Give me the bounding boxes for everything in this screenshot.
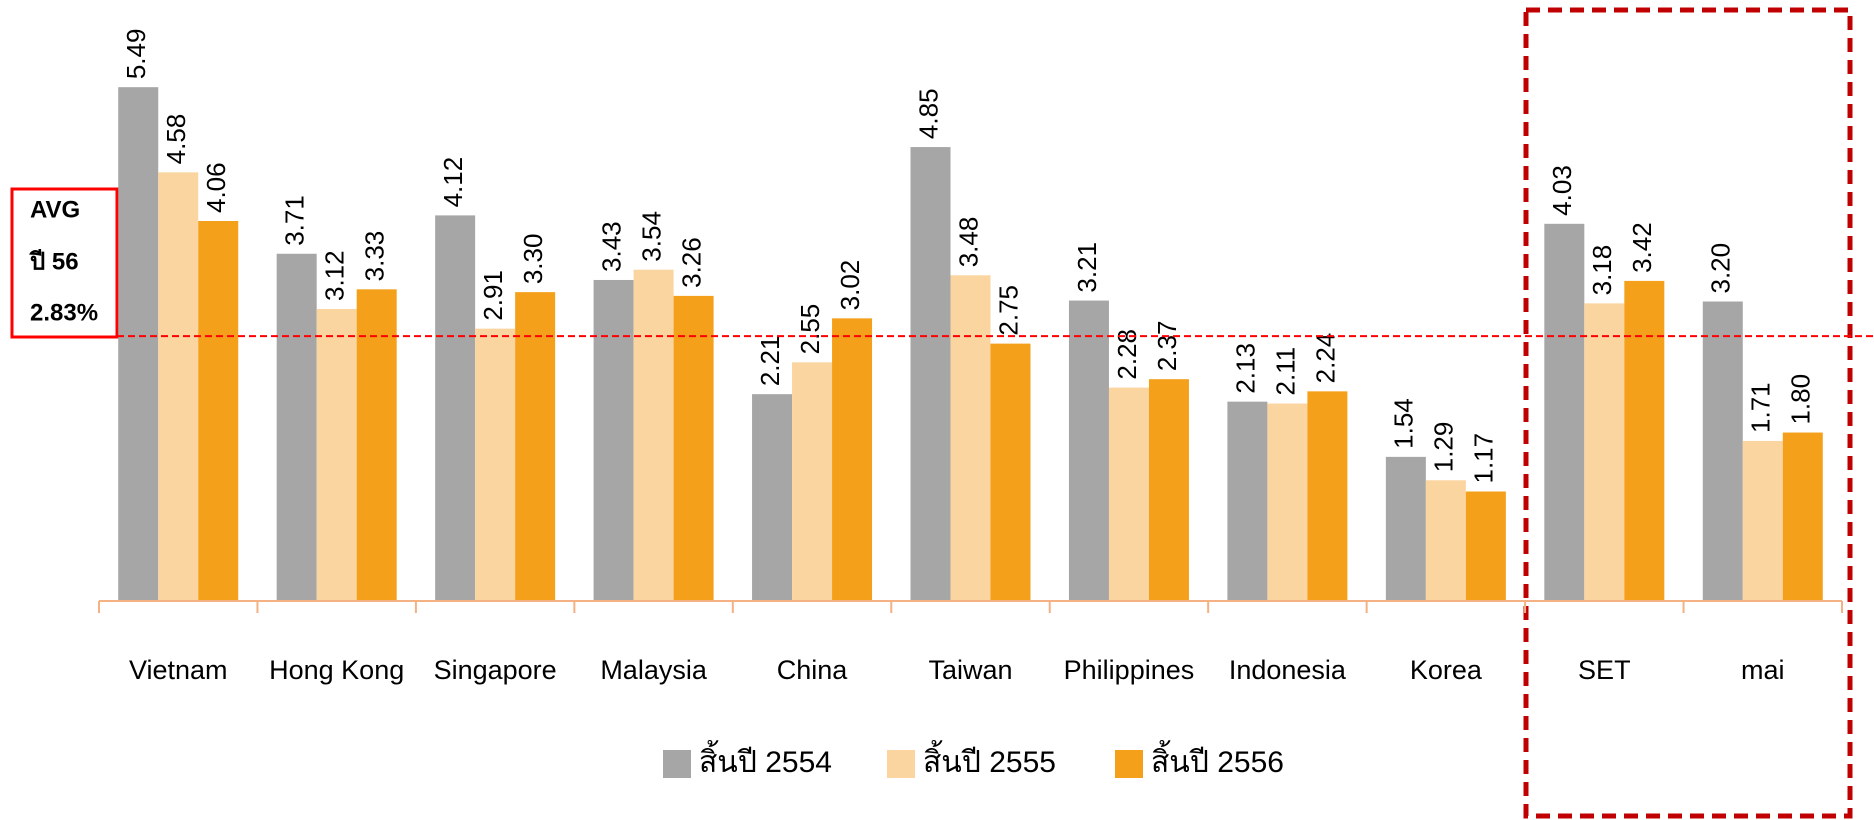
legend-swatch [663, 750, 691, 778]
value-label: 3.21 [1072, 242, 1102, 293]
value-label: 2.11 [1270, 347, 1300, 396]
bar [158, 172, 199, 601]
bar [1108, 387, 1149, 601]
value-label: 1.17 [1469, 433, 1499, 484]
value-label: 3.43 [596, 221, 626, 272]
value-label: 2.21 [755, 336, 785, 387]
bar [356, 289, 397, 601]
bar [1782, 432, 1823, 601]
bar [1425, 480, 1466, 601]
bar [593, 279, 634, 601]
bar [1307, 391, 1348, 601]
value-label: 3.71 [280, 195, 310, 246]
value-label: 2.24 [1310, 333, 1340, 384]
bar [316, 308, 357, 601]
x-tick-label: Korea [1410, 655, 1483, 685]
bar [1385, 456, 1426, 601]
value-label: 1.54 [1389, 398, 1419, 449]
avg-label: 2.83% [30, 299, 98, 326]
value-label: 1.29 [1429, 422, 1459, 473]
avg-label: ปี 56 [29, 248, 79, 275]
bar [990, 343, 1031, 601]
value-label: 3.12 [320, 250, 350, 301]
value-label: 3.33 [360, 231, 390, 282]
legend-label: สิ้นปี 2554 [699, 740, 832, 779]
legend-swatch [1115, 750, 1143, 778]
x-tick-label: Vietnam [129, 655, 228, 685]
bar [752, 394, 793, 601]
legend-swatch [887, 750, 915, 778]
avg-box [10, 187, 119, 339]
value-label: 3.48 [953, 217, 983, 268]
x-tick-label: China [777, 655, 849, 685]
x-tick-label: Taiwan [928, 655, 1012, 685]
bar [1624, 280, 1665, 601]
bar [435, 215, 476, 602]
bar [1148, 379, 1189, 601]
x-tick-label: Indonesia [1229, 655, 1347, 685]
x-tick-label: Singapore [434, 655, 557, 685]
legend-label: สิ้นปี 2555 [923, 740, 1056, 779]
value-label: 3.02 [835, 260, 865, 311]
x-tick-label: Hong Kong [269, 655, 404, 685]
bar [1544, 223, 1585, 601]
x-tick-label: mai [1741, 655, 1785, 685]
x-tick-label: Philippines [1064, 655, 1195, 685]
bar [1702, 301, 1743, 601]
bar [792, 362, 833, 601]
bar [832, 318, 873, 601]
bar [1742, 440, 1783, 601]
bar [515, 292, 556, 601]
x-tick-label: SET [1578, 655, 1631, 685]
value-label: 3.18 [1587, 245, 1617, 296]
x-tick-label: Malaysia [600, 655, 708, 685]
value-label: 4.03 [1547, 165, 1577, 216]
value-label: 3.26 [676, 237, 706, 288]
bar [1068, 300, 1109, 601]
value-label: 2.75 [993, 285, 1023, 336]
value-label: 4.58 [161, 114, 191, 165]
bar [276, 253, 317, 601]
legend-label: สิ้นปี 2556 [1151, 740, 1284, 779]
bar [1465, 491, 1506, 601]
bar [1584, 303, 1625, 601]
bar [910, 147, 951, 601]
highlight-box [1523, 7, 1853, 819]
value-label: 3.54 [636, 211, 666, 262]
value-label: 5.49 [121, 29, 151, 80]
value-label: 4.85 [913, 88, 943, 139]
value-label: 1.80 [1786, 374, 1816, 425]
bar [1267, 403, 1308, 601]
value-label: 2.37 [1152, 321, 1182, 372]
bar [1227, 401, 1268, 601]
bar [198, 221, 239, 601]
value-label: 3.20 [1706, 243, 1736, 294]
value-label: 3.42 [1627, 222, 1657, 273]
value-label: 3.30 [518, 234, 548, 285]
avg-label: AVG [30, 196, 80, 223]
value-label: 1.71 [1746, 382, 1776, 433]
bar [673, 295, 714, 601]
value-label: 2.91 [478, 270, 508, 321]
value-label: 4.12 [438, 157, 468, 208]
bar [475, 328, 516, 601]
bar [633, 269, 674, 601]
value-label: 2.55 [795, 304, 825, 355]
value-label: 2.28 [1112, 329, 1142, 380]
bar [950, 275, 991, 601]
value-label: 4.06 [201, 162, 231, 213]
bar [118, 87, 159, 602]
value-label: 2.13 [1230, 343, 1260, 394]
